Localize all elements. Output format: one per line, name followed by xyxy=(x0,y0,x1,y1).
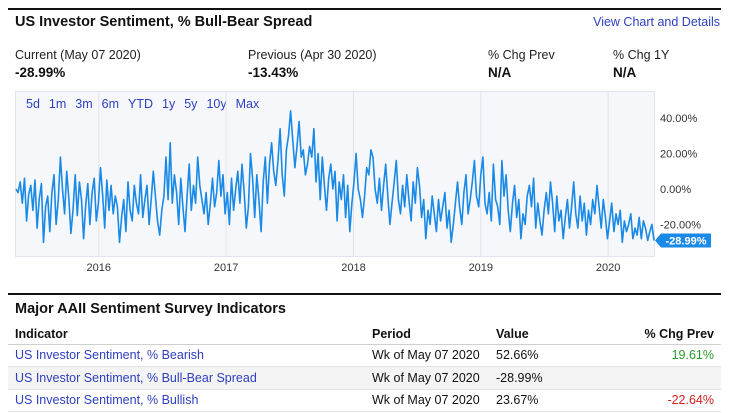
range-selector: 5d 1m 3m 6m YTD 1y 5y 10y Max xyxy=(26,97,268,111)
sentiment-line-chart: 2016 2017 2018 2019 2020 40.00% 20.00% 0.00% -20… xyxy=(15,92,711,274)
stat-chg-prev-label: % Chg Prev xyxy=(488,48,555,62)
range-max[interactable]: Max xyxy=(235,97,260,111)
indicators-divider xyxy=(8,293,721,295)
stat-previous-value: -13.43% xyxy=(248,65,299,80)
table-row: US Investor Sentiment, % Bull-Bear Sprea… xyxy=(8,366,721,390)
x-tick-label: 2018 xyxy=(341,262,365,274)
range-5y[interactable]: 5y xyxy=(184,97,198,111)
range-1y[interactable]: 1y xyxy=(162,97,176,111)
top-divider xyxy=(8,8,721,10)
range-ytd[interactable]: YTD xyxy=(128,97,154,111)
row-period: Wk of May 07 2020 xyxy=(365,344,489,367)
stat-previous: Previous (Apr 30 2020) -13.43% xyxy=(248,48,377,80)
y-tick-label: 20.00% xyxy=(660,149,698,161)
row-value: 52.66% xyxy=(489,344,599,367)
y-tick-label: 40.00% xyxy=(660,113,698,125)
row-value: 23.67% xyxy=(489,389,599,412)
x-tick-label: 2019 xyxy=(469,262,493,274)
stat-chg-1y: % Chg 1Y N/A xyxy=(613,48,669,80)
row-value: -28.99% xyxy=(489,366,599,390)
y-tick-label: -20.00% xyxy=(660,220,701,232)
indicators-table: Indicator Period Value % Chg Prev US Inv… xyxy=(8,324,721,412)
x-tick-label: 2016 xyxy=(87,262,111,274)
indicator-spread-link[interactable]: US Investor Sentiment, % Bull-Bear Sprea… xyxy=(15,370,257,385)
x-tick-label: 2020 xyxy=(596,262,620,274)
stat-chg-prev: % Chg Prev N/A xyxy=(488,48,555,80)
stat-previous-label: Previous (Apr 30 2020) xyxy=(248,48,377,62)
col-value: Value xyxy=(489,324,599,345)
view-chart-details-link[interactable]: View Chart and Details xyxy=(593,15,720,29)
row-chg-prev: -22.64% xyxy=(599,389,721,412)
last-value-label: -28.99% xyxy=(666,235,707,247)
row-period: Wk of May 07 2020 xyxy=(365,389,489,412)
table-header-row: Indicator Period Value % Chg Prev xyxy=(8,324,721,345)
range-5d[interactable]: 5d xyxy=(26,97,40,111)
range-3m[interactable]: 3m xyxy=(75,97,93,111)
col-period: Period xyxy=(365,324,489,345)
row-period: Wk of May 07 2020 xyxy=(365,366,489,390)
indicators-title: Major AAII Sentiment Survey Indicators xyxy=(15,301,286,317)
col-indicator: Indicator xyxy=(8,324,365,345)
row-chg-prev: 19.61% xyxy=(599,344,721,367)
col-chg-prev: % Chg Prev xyxy=(599,324,721,345)
stat-current: Current (May 07 2020) -28.99% xyxy=(15,48,141,80)
stat-chg-1y-label: % Chg 1Y xyxy=(613,48,670,62)
range-10y[interactable]: 10y xyxy=(206,97,227,111)
indicator-bearish-link[interactable]: US Investor Sentiment, % Bearish xyxy=(15,348,204,363)
stat-chg-1y-value: N/A xyxy=(613,65,637,80)
stat-current-value: -28.99% xyxy=(15,65,66,80)
range-1m[interactable]: 1m xyxy=(48,97,67,111)
page-title: US Investor Sentiment, % Bull-Bear Sprea… xyxy=(15,14,313,30)
y-tick-label: 0.00% xyxy=(660,184,691,196)
stat-chg-prev-value: N/A xyxy=(488,65,512,80)
range-6m[interactable]: 6m xyxy=(101,97,120,111)
last-value-marker xyxy=(655,233,711,248)
table-row: US Investor Sentiment, % Bullish Wk of M… xyxy=(8,389,721,412)
indicator-bullish-link[interactable]: US Investor Sentiment, % Bullish xyxy=(15,393,199,408)
table-row: US Investor Sentiment, % Bearish Wk of M… xyxy=(8,344,721,367)
series-line xyxy=(15,110,655,244)
x-tick-label: 2017 xyxy=(214,262,238,274)
row-chg-prev xyxy=(599,366,721,390)
stat-current-label: Current (May 07 2020) xyxy=(15,48,141,62)
